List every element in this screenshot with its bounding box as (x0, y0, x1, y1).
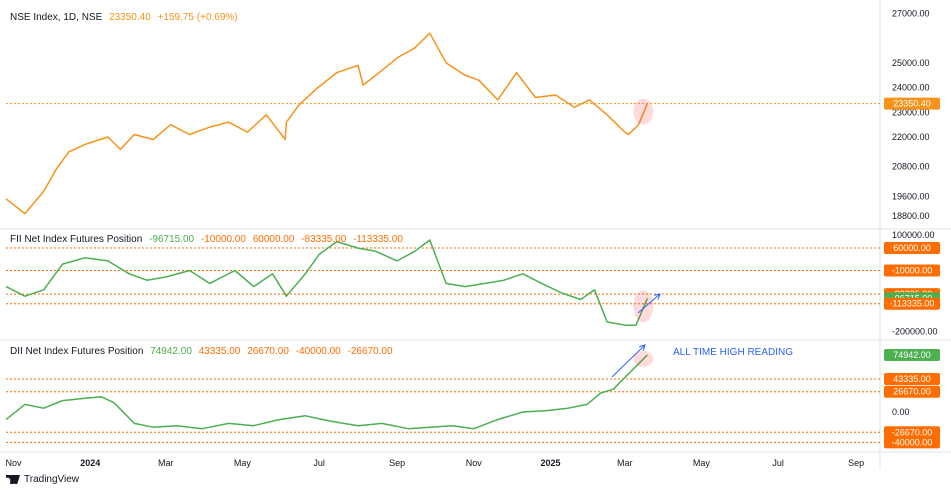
price-badge (884, 436, 940, 449)
dii-legend: DII Net Index Futures Position 74942.00 … (10, 346, 397, 357)
dii-arrow (611, 344, 646, 378)
fii-legend-value-2: -10000.00 (200, 234, 246, 245)
y-tick-label: 20800.00 (892, 162, 930, 172)
x-tick-label: Nov (6, 458, 23, 468)
price-badge (884, 242, 940, 255)
nse-legend: NSE Index, 1D, NSE 23350.40 +159.75 (+0.… (10, 12, 242, 23)
y-tick-label: 0.00 (892, 407, 910, 417)
fii-title: FII Net Index Futures Position (10, 234, 143, 245)
dii-legend-value-2: 43335.00 (198, 346, 241, 357)
dii-legend-value-4: -40000.00 (295, 346, 341, 357)
price-badge-label: 74942.00 (893, 350, 931, 360)
dii-arrow-head (639, 344, 646, 351)
price-badge (884, 264, 940, 277)
tradingview-brand: TradingView (24, 474, 80, 485)
y-tick-label: 22000.00 (892, 132, 930, 142)
fii-legend-value-5: -113335.00 (353, 234, 403, 245)
tradingview-icon (6, 475, 20, 484)
fii-legend: FII Net Index Futures Position -96715.00… (10, 234, 407, 245)
y-tick-label: 18800.00 (892, 211, 930, 221)
highlight-ellipse (633, 350, 654, 367)
y-tick-label: 23000.00 (892, 107, 930, 117)
price-badge (884, 297, 940, 310)
price-badge-label: -10000.00 (892, 266, 933, 276)
fii-legend-value-1: -96715.00 (149, 234, 195, 245)
highlight-ellipse (633, 98, 654, 125)
x-tick-label: 2025 (541, 458, 561, 468)
tradingview-logo: TradingView (6, 474, 79, 485)
price-badge (884, 385, 940, 398)
fii-legend-value-4: -83335.00 (301, 234, 347, 245)
price-badge-label: -26670.00 (892, 427, 933, 437)
y-tick-label: 25000.00 (892, 58, 930, 68)
x-tick-label: Mar (158, 458, 174, 468)
dii-legend-value-1: 74942.00 (150, 346, 192, 357)
price-badge (884, 426, 940, 439)
x-tick-label: 2024 (80, 458, 100, 468)
highlight-ellipse (633, 290, 654, 323)
fii-arrow (637, 293, 661, 314)
series-line (5, 239, 649, 326)
nse-last-value: 23350.40 (109, 12, 151, 23)
y-tick-label: 24000.00 (892, 83, 930, 93)
dii-title: DII Net Index Futures Position (10, 346, 144, 357)
nse-change: +159.75 (+0.69%) (157, 12, 238, 23)
x-tick-label: Mar (617, 458, 633, 468)
nse-title: NSE Index, 1D, NSE (10, 12, 103, 23)
price-badge-label: 26670.00 (893, 387, 931, 397)
fii-legend-value-3: 60000.00 (252, 234, 295, 245)
series-line (5, 354, 648, 430)
all-time-high-annotation: ALL TIME HIGH READING (673, 347, 794, 358)
y-tick-label: 27000.00 (892, 8, 930, 18)
series-line (5, 32, 649, 215)
price-badge-label: -113335.00 (890, 299, 935, 309)
y-tick-label: -200000.00 (892, 327, 938, 337)
x-tick-label: Sep (389, 458, 405, 468)
x-tick-label: May (234, 458, 252, 468)
price-badge (884, 348, 940, 361)
price-badge-label: 43335.00 (893, 374, 931, 384)
price-badge (884, 373, 940, 386)
x-tick-label: Sep (848, 458, 864, 468)
y-tick-label: 19600.00 (892, 191, 930, 201)
price-badge (884, 97, 940, 110)
dii-legend-value-5: -26670.00 (347, 346, 393, 357)
price-badge-label: 23350.40 (893, 99, 931, 109)
price-badge-label: -40000.00 (892, 437, 933, 447)
dii-legend-value-3: 26670.00 (247, 346, 289, 357)
fii-arrow-head (654, 293, 661, 300)
price-badge-label: 60000.00 (893, 243, 931, 253)
x-tick-label: Jul (313, 458, 325, 468)
x-tick-label: May (693, 458, 711, 468)
x-tick-label: Jul (772, 458, 784, 468)
x-tick-label: Nov (466, 458, 483, 468)
y-tick-label: 100000.00 (892, 230, 935, 240)
